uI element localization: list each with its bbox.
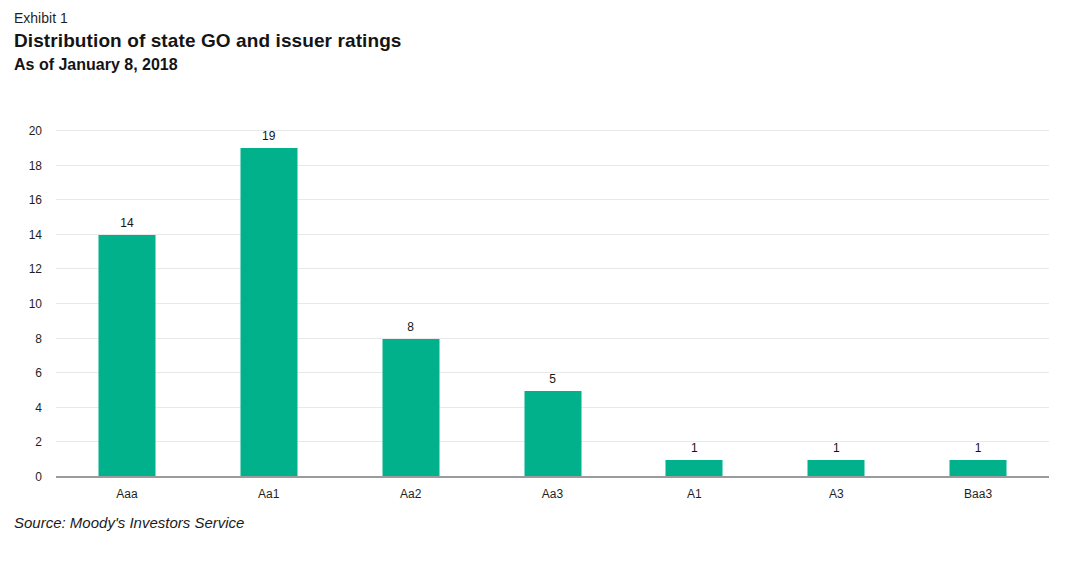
chart-title: Distribution of state GO and issuer rati… [14, 28, 402, 54]
bar-slot-aaa: 14Aaa [56, 131, 198, 477]
bar-aa1 [240, 148, 297, 477]
y-axis-tick-label: 20 [29, 124, 42, 138]
y-axis-tick-label: 8 [35, 332, 42, 346]
chart-footer: Source: Moody's Investors Service [14, 514, 244, 531]
y-axis-tick-label: 18 [29, 159, 42, 173]
x-axis-line [56, 476, 1049, 478]
x-axis-tick-label: Aa1 [258, 487, 279, 501]
y-axis-tick-label: 12 [29, 262, 42, 276]
y-axis-tick-label: 6 [35, 366, 42, 380]
bar-baa3 [950, 460, 1007, 477]
bar-value-label: 8 [407, 320, 414, 334]
bar-chart: 14Aaa19Aa18Aa25Aa31A11A31Baa3 0246810121… [0, 131, 1076, 477]
exhibit-label: Exhibit 1 [14, 8, 402, 28]
bar-slot-a1: 1A1 [623, 131, 765, 477]
x-axis-tick-label: Aa3 [542, 487, 563, 501]
plot-area: 14Aaa19Aa18Aa25Aa31A11A31Baa3 0246810121… [56, 131, 1049, 477]
source-note: Source: Moody's Investors Service [14, 514, 244, 531]
y-axis-tick-label: 10 [29, 297, 42, 311]
y-axis-tick-label: 14 [29, 228, 42, 242]
bar-aa3 [524, 391, 581, 478]
x-axis-tick-label: A3 [829, 487, 844, 501]
bar-slot-baa3: 1Baa3 [907, 131, 1049, 477]
chart-header: Exhibit 1 Distribution of state GO and i… [14, 8, 402, 76]
bar-aaa [98, 235, 155, 477]
x-axis-tick-label: Baa3 [964, 487, 992, 501]
bar-series: 14Aaa19Aa18Aa25Aa31A11A31Baa3 [56, 131, 1049, 477]
bar-value-label: 1 [975, 441, 982, 455]
bar-a1 [666, 460, 723, 477]
bar-value-label: 19 [262, 129, 275, 143]
bar-a3 [808, 460, 865, 477]
report-page: Exhibit 1 Distribution of state GO and i… [0, 0, 1076, 562]
x-axis-tick-label: Aaa [116, 487, 137, 501]
bar-value-label: 1 [833, 441, 840, 455]
y-axis-tick-label: 16 [29, 193, 42, 207]
y-axis-tick-label: 2 [35, 435, 42, 449]
y-axis-tick-label: 4 [35, 401, 42, 415]
bar-slot-aa1: 19Aa1 [198, 131, 340, 477]
chart-subtitle: As of January 8, 2018 [14, 54, 402, 76]
bar-aa2 [382, 339, 439, 477]
bar-value-label: 14 [120, 216, 133, 230]
bar-value-label: 1 [691, 441, 698, 455]
x-axis-tick-label: Aa2 [400, 487, 421, 501]
bar-value-label: 5 [549, 372, 556, 386]
y-axis-tick-label: 0 [35, 470, 42, 484]
bar-slot-aa3: 5Aa3 [482, 131, 624, 477]
bar-slot-aa2: 8Aa2 [340, 131, 482, 477]
x-axis-tick-label: A1 [687, 487, 702, 501]
bar-slot-a3: 1A3 [765, 131, 907, 477]
